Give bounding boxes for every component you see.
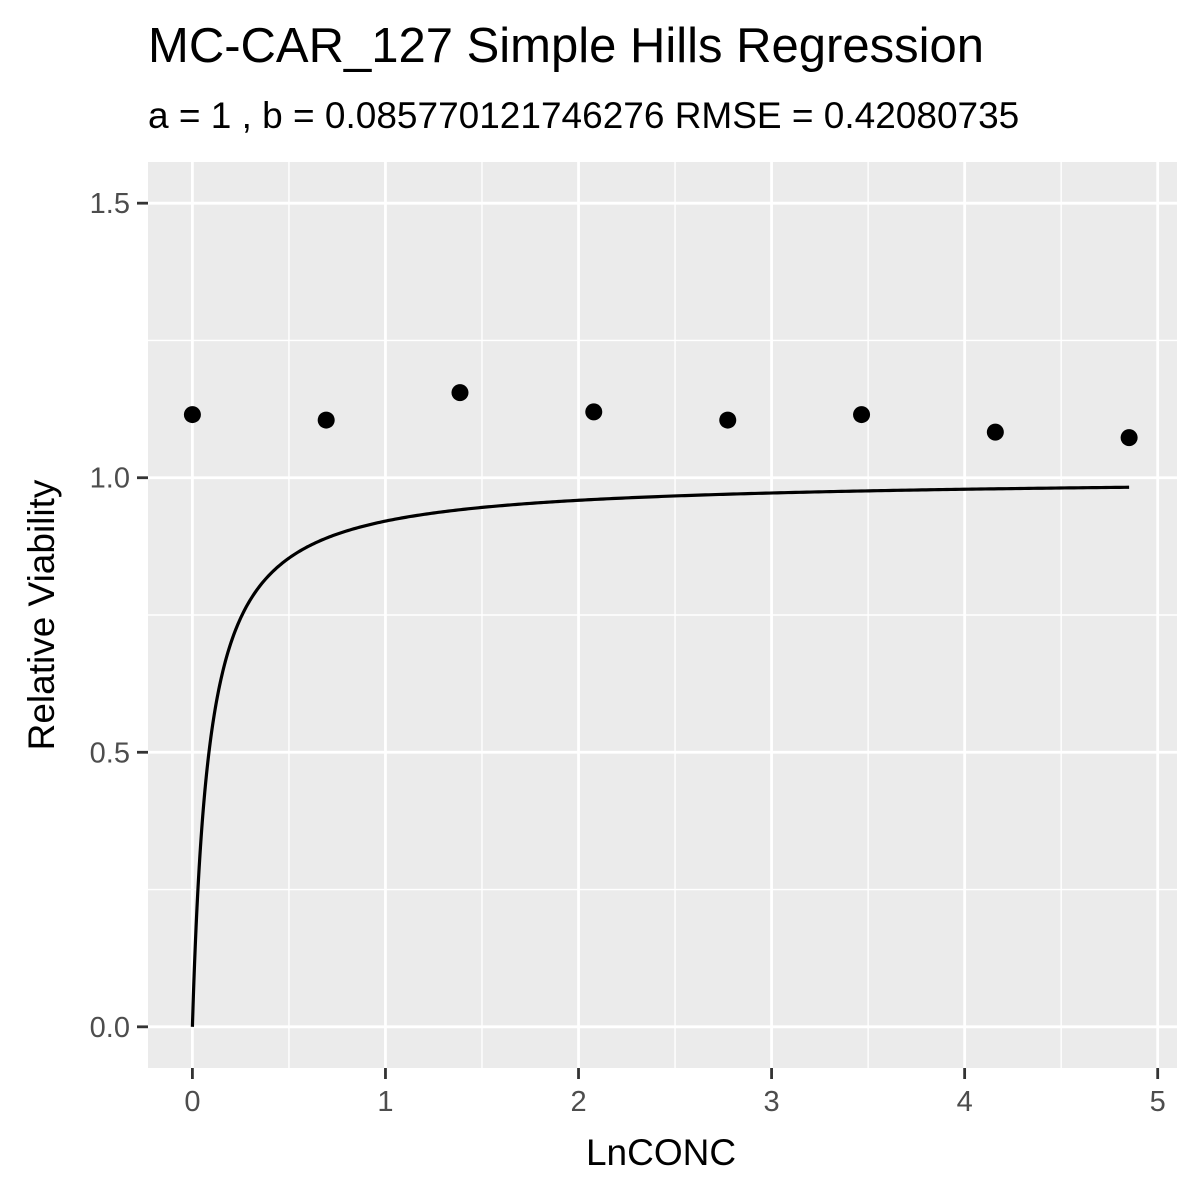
x-tick-label: 3 xyxy=(764,1086,780,1118)
x-axis-title: LnCONC xyxy=(586,1132,736,1173)
data-points xyxy=(183,384,1138,447)
x-axis: 0 1 2 3 4 5 xyxy=(184,1068,1166,1118)
fit-curve xyxy=(190,485,1130,1027)
data-point xyxy=(317,411,335,429)
x-tick-label: 1 xyxy=(377,1086,393,1118)
y-tick-label: 1.0 xyxy=(90,463,130,495)
x-tick-label: 2 xyxy=(570,1086,586,1118)
data-point xyxy=(1120,429,1138,447)
grid-major xyxy=(148,162,1177,1068)
y-axis: 0.0 0.5 1.0 1.5 xyxy=(90,188,148,1044)
x-tick-label: 5 xyxy=(1150,1086,1166,1118)
data-point xyxy=(719,411,737,429)
data-point xyxy=(451,384,469,402)
chart-subtitle: a = 1 , b = 0.085770121746276 RMSE = 0.4… xyxy=(148,95,1019,136)
data-point xyxy=(183,406,201,424)
y-axis-title: Relative Viability xyxy=(21,479,62,750)
data-point xyxy=(585,403,603,421)
y-tick-label: 1.5 xyxy=(90,188,130,220)
y-tick-label: 0.0 xyxy=(90,1012,130,1044)
y-tick-label: 0.5 xyxy=(90,737,130,769)
data-point xyxy=(986,423,1004,441)
x-tick-label: 0 xyxy=(184,1086,200,1118)
data-point xyxy=(853,406,871,424)
x-tick-label: 4 xyxy=(957,1086,973,1118)
chart-title: MC-CAR_127 Simple Hills Regression xyxy=(148,19,984,73)
grid-minor xyxy=(148,162,1177,1068)
